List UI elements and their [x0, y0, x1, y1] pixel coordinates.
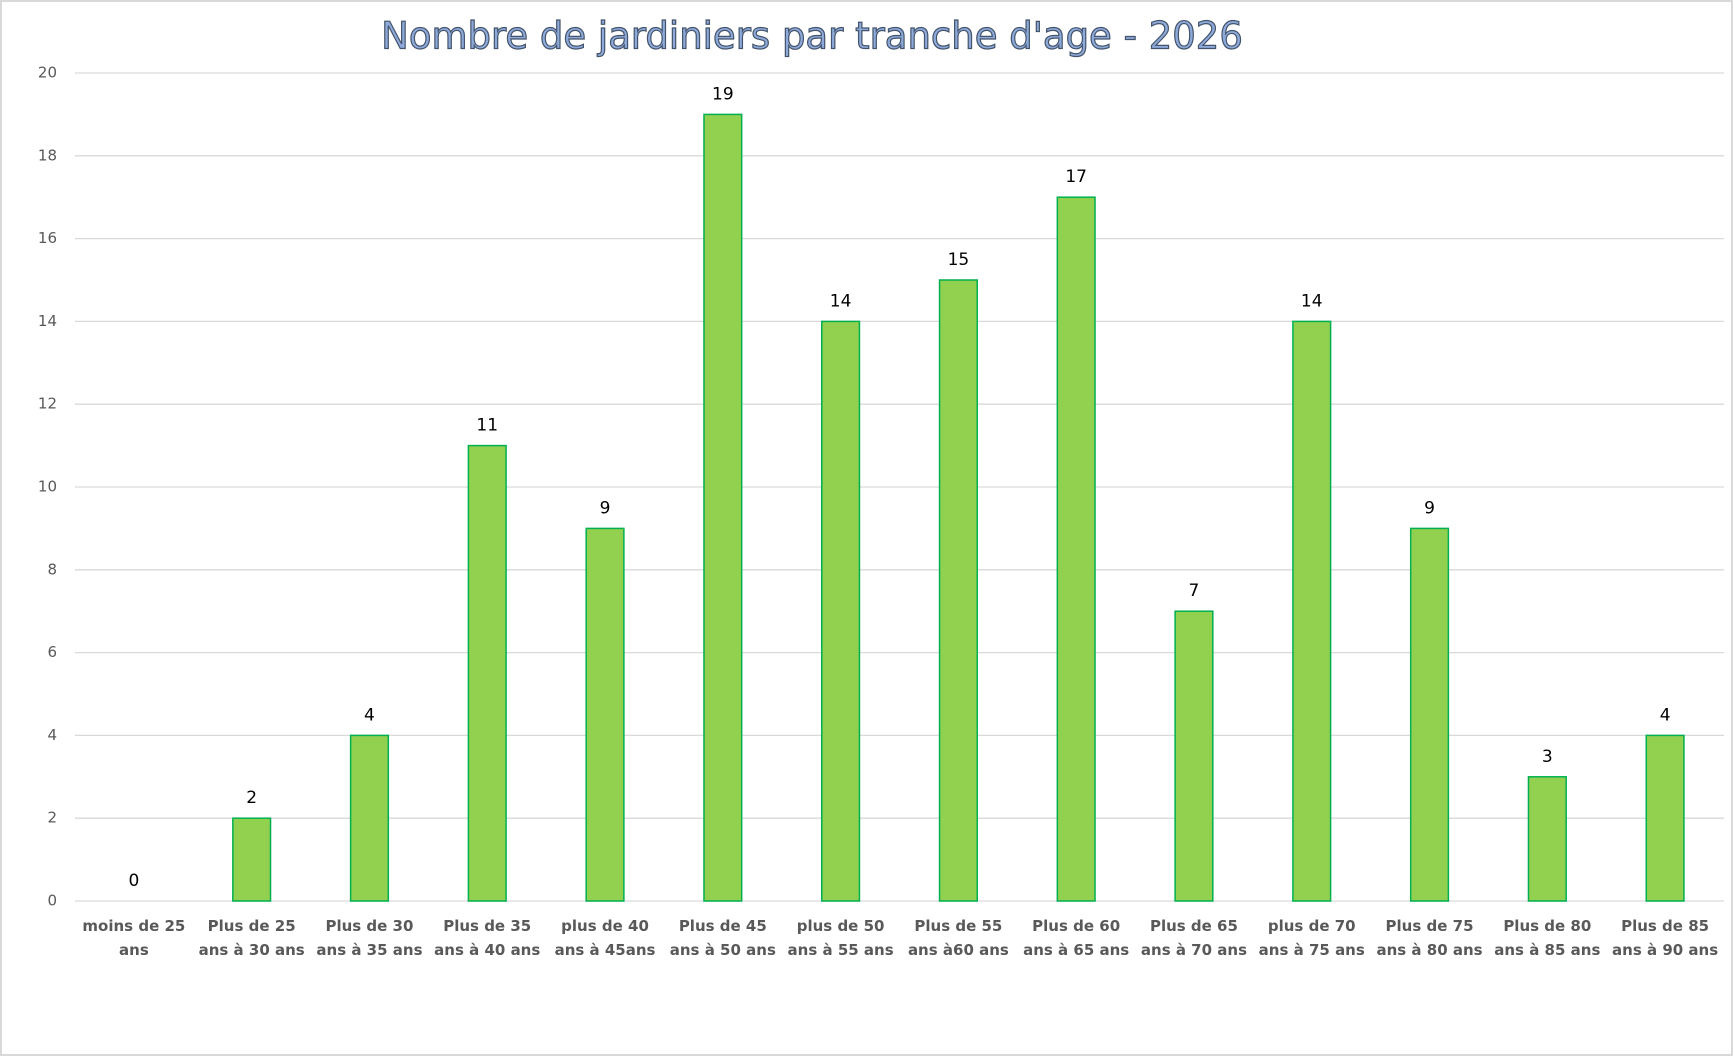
x-tick-label: Plus de 60 ans à 65 ans: [1023, 917, 1130, 959]
value-label: 17: [1065, 167, 1087, 187]
x-tick-label: plus de 70 ans à 75 ans: [1258, 917, 1365, 959]
bar: [1645, 734, 1685, 902]
y-tick-label: 10: [38, 478, 57, 496]
value-label: 3: [1542, 747, 1553, 767]
bar: [467, 444, 507, 902]
y-tick-label: 8: [47, 560, 57, 578]
value-label: 11: [476, 416, 498, 436]
value-label: 4: [1660, 705, 1671, 725]
x-tick-label: Plus de 25 ans à 30 ans: [198, 917, 305, 959]
x-tick-label: Plus de 30 ans à 35 ans: [316, 917, 423, 959]
value-label: 0: [128, 871, 139, 891]
y-tick-label: 14: [38, 312, 57, 330]
value-label: 9: [1424, 498, 1435, 518]
x-tick-label: plus de 50 ans à 55 ans: [787, 917, 894, 959]
x-tick-label: Plus de 65 ans à 70 ans: [1140, 917, 1248, 959]
bar: [585, 527, 625, 902]
value-label: 2: [246, 788, 257, 808]
bar: [703, 113, 743, 902]
y-tick-label: 6: [47, 643, 57, 661]
y-tick-label: 12: [38, 395, 57, 413]
bar: [1056, 196, 1096, 902]
y-tick-label: 18: [38, 146, 57, 164]
x-tick-label: moins de 25 ans: [82, 917, 186, 959]
x-tick-label: Plus de 45 ans à 50 ans: [669, 917, 776, 959]
bar: [938, 279, 978, 902]
x-tick-label: Plus de 35 ans à 40 ans: [434, 917, 541, 959]
bar: [1292, 320, 1332, 902]
y-tick-label: 0: [47, 892, 57, 910]
bar: [349, 734, 390, 902]
y-tick-label: 16: [38, 229, 57, 247]
value-label: 14: [830, 291, 852, 311]
y-tick-label: 4: [47, 726, 57, 744]
bar: [232, 817, 272, 902]
value-label: 7: [1189, 581, 1200, 601]
x-tick-label: Plus de 80 ans à 85 ans: [1494, 917, 1601, 959]
x-tick-label: Plus de 75 ans à 80 ans: [1376, 917, 1483, 959]
chart-title: Nombre de jardiniers par tranche d'age -…: [381, 15, 1243, 58]
bar: [1409, 527, 1450, 902]
x-tick-label: plus de 40 ans à 45ans: [554, 917, 656, 959]
y-tick-label: 20: [38, 64, 57, 82]
value-label: 15: [948, 250, 970, 270]
bar: [1527, 776, 1567, 902]
y-tick-label: 2: [47, 809, 57, 827]
x-tick-label: Plus de 55 ans à60 ans: [907, 917, 1009, 959]
value-label: 19: [712, 84, 734, 104]
value-label: 14: [1301, 291, 1323, 311]
value-label: 4: [364, 705, 375, 725]
x-tick-label: Plus de 85 ans à 90 ans: [1612, 917, 1719, 959]
bar: [821, 320, 861, 902]
value-label: 9: [600, 498, 611, 518]
bar: [1174, 610, 1214, 902]
